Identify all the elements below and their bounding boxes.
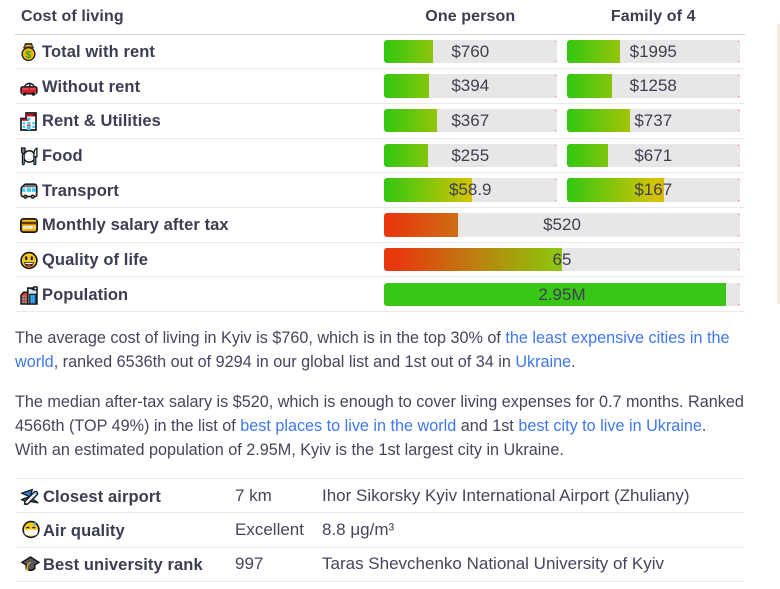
svg-text:$: $: [26, 50, 32, 61]
